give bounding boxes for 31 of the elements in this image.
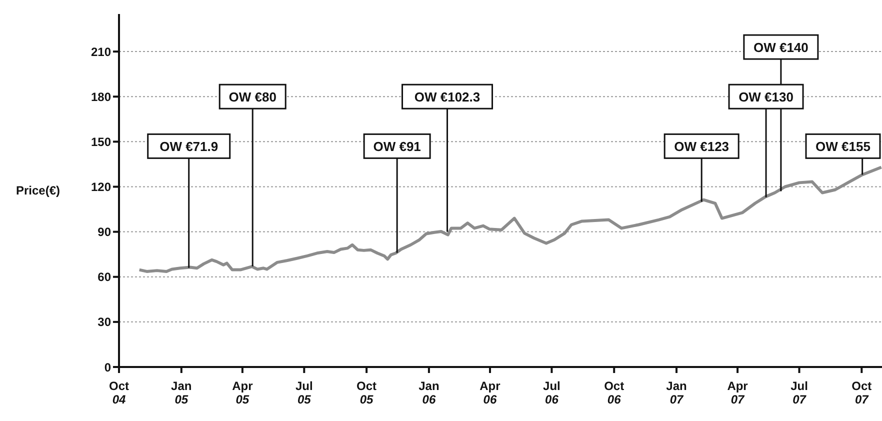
x-tick-label: Jul 07 [790,378,808,407]
y-tick-label: 30 [98,315,112,330]
annotation: OW €155 [816,139,870,154]
y-axis-title: Price(€) [16,184,60,198]
x-tick-label: Oct 04 [108,378,130,407]
x-tick-label: Apr 06 [480,378,501,407]
annotation: OW €130 [738,90,794,105]
y-tick-label: 120 [90,180,112,194]
x-tick-label: Jul 05 [295,378,313,407]
annotation: OW €123 [674,139,730,154]
x-tick-label: Apr 05 [232,378,254,407]
annotation: OW €102.3 [414,90,480,105]
x-tick-label: Jan 06 [418,378,440,407]
x-tick-label: Jul 06 [543,378,560,407]
y-tick-label: 0 [104,360,112,374]
annotation: OW €91 [373,139,421,154]
x-tick-label: Apr 07 [727,378,748,407]
y-tick-label: 180 [90,90,112,104]
x-tick-label: Oct 05 [356,378,377,407]
y-tick-label: 210 [90,44,112,59]
annotation: OW €71.9 [160,139,218,154]
x-tick-label: Oct 07 [852,378,872,407]
x-tick-label: Jan 05 [171,378,192,407]
annotation: OW €80 [228,90,276,105]
y-tick-label: 60 [98,270,112,284]
line-series [138,166,882,273]
annotation: OW €140 [753,40,808,56]
y-tick-label: 150 [90,134,112,149]
x-tick-label: Jan 07 [666,378,687,407]
x-tick-label: Oct 06 [604,378,624,407]
y-tick-label: 90 [98,225,112,240]
